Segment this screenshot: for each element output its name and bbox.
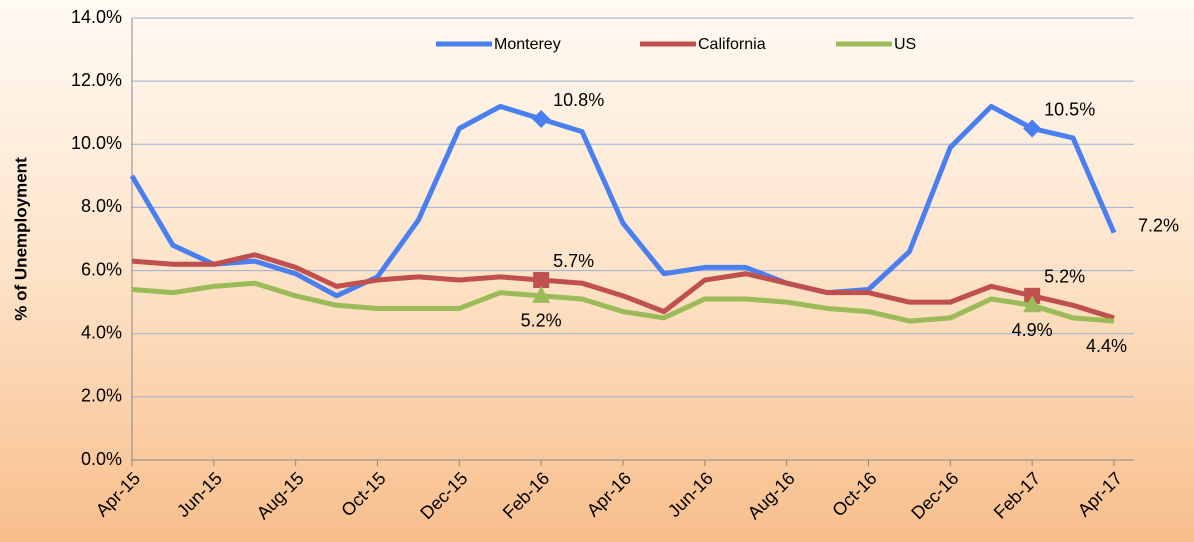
marker [1023,295,1042,313]
data-label: 10.8% [553,90,604,110]
y-tick-label: 6.0% [81,259,122,279]
y-tick-label: 0.0% [81,449,122,469]
legend-label: US [894,36,916,53]
marker [532,285,551,303]
data-label: 5.2% [1044,267,1085,287]
marker [1023,119,1042,138]
y-tick-label: 12.0% [71,70,122,90]
y-tick-label: 14.0% [71,7,122,27]
legend-label: California [698,36,766,53]
y-tick-label: 10.0% [71,133,122,153]
marker [533,272,550,289]
series-line [129,103,1117,299]
data-label: 4.4% [1086,336,1127,356]
y-tick-label: 2.0% [81,386,122,406]
data-label: 10.5% [1044,99,1095,119]
data-label: 4.9% [1012,320,1053,340]
data-label: 7.2% [1138,215,1179,235]
y-axis-label: % of Unemployment [11,157,30,321]
legend-label: Monterey [494,36,561,53]
data-label: 5.7% [553,251,594,271]
series-line [131,252,1115,321]
data-label: 5.2% [521,311,562,331]
y-tick-label: 8.0% [81,196,122,216]
y-tick-label: 4.0% [81,322,122,342]
series-line [131,280,1115,324]
marker [532,110,551,129]
